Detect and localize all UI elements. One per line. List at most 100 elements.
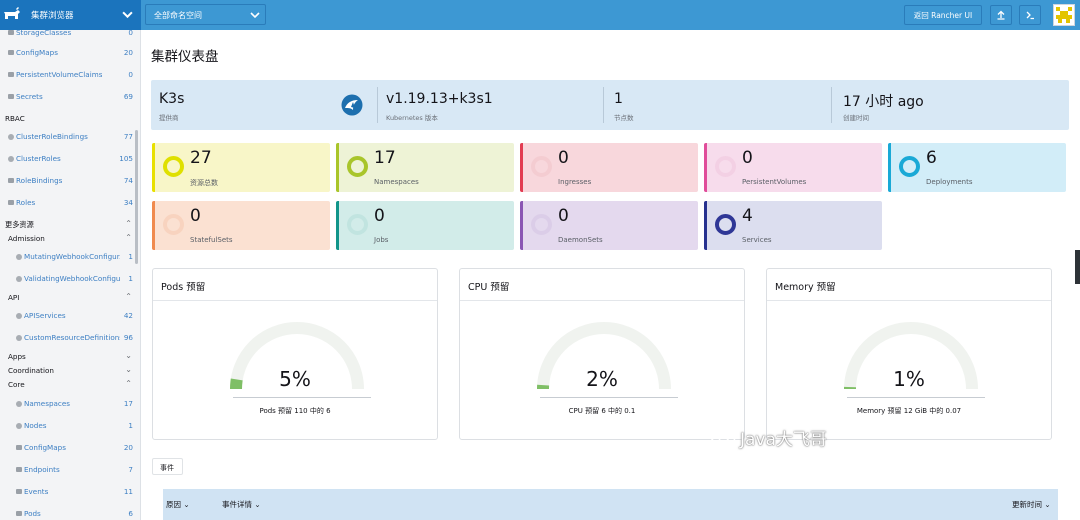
info-value: v1.19.13+k3s1 bbox=[386, 91, 493, 107]
chevron-up-icon: ⌃ bbox=[125, 292, 132, 301]
gauge-track bbox=[844, 322, 978, 390]
sidebar-item[interactable]: ConfigMaps 20 bbox=[0, 441, 136, 455]
sidebar-item[interactable]: ClusterRoles 105 bbox=[0, 152, 136, 166]
sidebar-item[interactable]: Secrets 69 bbox=[0, 90, 136, 104]
sidebar-item[interactable]: MutatingWebhookConfigur... 1 bbox=[0, 250, 136, 264]
resource-card[interactable]: 0 DaemonSets bbox=[520, 201, 698, 250]
card-label: DaemonSets bbox=[558, 236, 603, 244]
cluster-switcher[interactable]: 集群浏览器 bbox=[0, 0, 141, 30]
chevron-up-icon: ⌃ bbox=[125, 219, 132, 228]
sidebar-item[interactable]: RoleBindings 74 bbox=[0, 174, 136, 188]
sidebar-group-header[interactable]: 更多资源 ⌃ bbox=[0, 218, 136, 232]
ring-icon bbox=[163, 214, 184, 235]
sidebar-item[interactable]: PersistentVolumeClaims 0 bbox=[0, 68, 136, 82]
namespace-select-value: 全部命名空间 bbox=[154, 11, 202, 20]
sidebar-group-header[interactable]: Coordination ⌄ bbox=[0, 364, 136, 378]
card-label: StatefulSets bbox=[190, 236, 233, 244]
user-avatar[interactable] bbox=[1053, 4, 1075, 26]
column-header-details[interactable]: 事件详情 ⌄ bbox=[222, 500, 261, 509]
sidebar-item[interactable]: ClusterRoleBindings 77 bbox=[0, 130, 136, 144]
resource-card[interactable]: 17 Namespaces bbox=[336, 143, 514, 192]
tab-events[interactable]: 事件 bbox=[152, 458, 183, 475]
gauge-percent: 5% bbox=[279, 367, 311, 391]
sidebar-item[interactable]: Endpoints 7 bbox=[0, 463, 136, 477]
card-label: Namespaces bbox=[374, 178, 419, 186]
sidebar-item-label: PersistentVolumeClaims bbox=[16, 70, 103, 79]
gauge-arc bbox=[230, 322, 364, 390]
sidebar-item[interactable]: CustomResourceDefinitions 96 bbox=[0, 331, 136, 345]
resource-card[interactable]: 4 Services bbox=[704, 201, 882, 250]
sidebar-item[interactable]: Roles 34 bbox=[0, 196, 136, 210]
folder-icon bbox=[8, 200, 14, 205]
resource-card[interactable]: 0 Ingresses bbox=[520, 143, 698, 192]
chevron-down-icon bbox=[250, 12, 260, 19]
resource-card[interactable]: 0 Jobs bbox=[336, 201, 514, 250]
sidebar-item-count: 0 bbox=[128, 70, 133, 79]
gauge-subtitle: Memory 预留 12 GiB 中的 0.07 bbox=[856, 407, 962, 415]
watermark-text: Java大飞哥 bbox=[740, 430, 827, 450]
resource-card[interactable]: 27 资源总数 bbox=[152, 143, 330, 192]
column-header-time[interactable]: 更新时间 ⌄ bbox=[1012, 500, 1051, 509]
sidebar-item-count: 11 bbox=[123, 487, 133, 496]
sidebar-group-header[interactable]: Core ⌃ bbox=[0, 378, 136, 392]
card-count: 0 bbox=[742, 148, 753, 168]
ring-icon bbox=[163, 156, 184, 177]
resource-card[interactable]: 0 StatefulSets bbox=[152, 201, 330, 250]
info-version: v1.19.13+k3s1 Kubernetes 版本 bbox=[386, 80, 606, 130]
sidebar-group-header[interactable]: RBAC bbox=[0, 112, 136, 126]
folder-icon bbox=[16, 445, 22, 450]
sidebar-item[interactable]: ValidatingWebhookConfigu... 1 bbox=[0, 272, 136, 286]
sidebar-item-count: 96 bbox=[123, 333, 133, 342]
sidebar-item[interactable]: APIServices 42 bbox=[0, 309, 136, 323]
sidebar-item-label: Roles bbox=[16, 198, 36, 207]
sidebar-item[interactable]: StorageClasses 0 bbox=[0, 30, 136, 40]
sidebar-item-label: ClusterRoleBindings bbox=[16, 132, 88, 141]
back-to-rancher-button[interactable]: 返回 Rancher UI bbox=[904, 5, 982, 25]
side-drawer-handle[interactable] bbox=[1075, 250, 1080, 284]
import-yaml-button[interactable] bbox=[990, 5, 1012, 25]
card-count: 4 bbox=[742, 206, 753, 226]
card-label: Services bbox=[742, 236, 772, 244]
gauge-arc bbox=[844, 322, 978, 390]
gauge-percent: 1% bbox=[893, 367, 925, 391]
ring-icon bbox=[531, 156, 552, 177]
sidebar-item-label: ConfigMaps bbox=[24, 443, 66, 452]
sidebar-item[interactable]: ConfigMaps 20 bbox=[0, 46, 136, 60]
sidebar-item[interactable]: Events 11 bbox=[0, 485, 136, 499]
sidebar-item[interactable]: Nodes 1 bbox=[0, 419, 136, 433]
info-divider bbox=[377, 87, 378, 123]
card-accent-bar bbox=[704, 143, 707, 192]
gauge-title: Memory 预留 bbox=[775, 282, 836, 293]
sidebar-group-header[interactable]: Admission ⌃ bbox=[0, 232, 136, 246]
card-accent-bar bbox=[520, 201, 523, 250]
wechat-icon bbox=[710, 428, 736, 447]
sidebar-item[interactable]: Pods 6 bbox=[0, 507, 136, 520]
sidebar-group-header[interactable]: Apps ⌄ bbox=[0, 350, 136, 364]
resource-card[interactable]: 6 Deployments bbox=[888, 143, 1066, 192]
rancher-logo-icon bbox=[4, 7, 20, 19]
resource-card[interactable]: 0 PersistentVolumes bbox=[704, 143, 882, 192]
ring-icon bbox=[715, 214, 736, 235]
info-value: K3s bbox=[159, 91, 185, 107]
chevron-up-icon: ⌃ bbox=[125, 379, 132, 388]
sidebar-group-header[interactable]: API ⌃ bbox=[0, 291, 136, 305]
sidebar-scrollbar[interactable] bbox=[135, 130, 138, 264]
divider bbox=[460, 300, 744, 301]
dot-icon bbox=[8, 155, 14, 162]
gauge-track bbox=[537, 322, 671, 390]
card-count: 27 bbox=[190, 148, 212, 168]
watermark: Java大飞哥 bbox=[710, 425, 827, 450]
gauge-baseline bbox=[233, 397, 371, 398]
sidebar-item[interactable]: Namespaces 17 bbox=[0, 397, 136, 411]
column-header-reason[interactable]: 原因 ⌄ bbox=[166, 500, 190, 509]
sidebar-item-count: 6 bbox=[128, 509, 133, 518]
namespace-select[interactable]: 全部命名空间 bbox=[145, 4, 266, 25]
sidebar-item-count: 20 bbox=[123, 48, 133, 57]
sidebar-item-count: 74 bbox=[123, 176, 133, 185]
kubectl-shell-button[interactable] bbox=[1019, 5, 1041, 25]
card-count: 6 bbox=[926, 148, 937, 168]
gauge-baseline bbox=[540, 397, 678, 398]
dot-icon bbox=[16, 422, 22, 429]
card-label: Ingresses bbox=[558, 178, 592, 186]
sidebar-item-label: MutatingWebhookConfigur... bbox=[24, 252, 120, 261]
